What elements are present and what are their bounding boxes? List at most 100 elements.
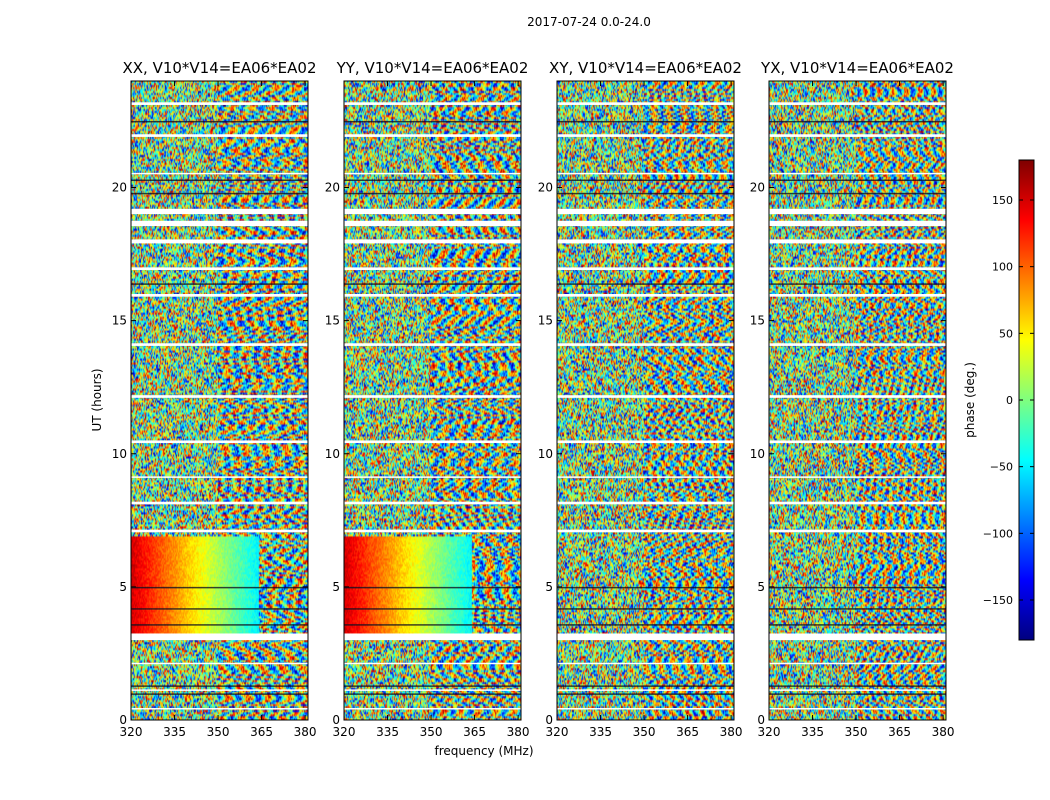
- panel-title: XX, V10*V14=EA06*EA02: [122, 59, 316, 77]
- flagged-band: [769, 172, 946, 175]
- flagged-band: [344, 633, 521, 641]
- y-tick-label: 15: [325, 314, 340, 328]
- y-tick-label: 10: [750, 447, 765, 461]
- plot-frame: [768, 80, 947, 721]
- dark-streak: [769, 179, 946, 182]
- dark-streak: [131, 283, 308, 285]
- dark-streak: [769, 283, 946, 285]
- flagged-band: [769, 267, 946, 271]
- y-tick-label: 20: [112, 181, 127, 195]
- y-tick-label: 20: [750, 181, 765, 195]
- flagged-band: [557, 662, 734, 665]
- flagged-band: [557, 343, 734, 346]
- flagged-band: [344, 294, 521, 297]
- flagged-band: [344, 172, 521, 175]
- y-tick-label: 20: [538, 181, 553, 195]
- x-tick-label: 350: [633, 725, 656, 739]
- panel-title: YX, V10*V14=EA06*EA02: [760, 59, 954, 77]
- dark-streak: [131, 586, 308, 589]
- flagged-band: [557, 395, 734, 398]
- panel-3: YX, V10*V14=EA06*EA02 320 335 350 365 380 0 5 10…: [750, 59, 955, 739]
- dark-streak: [131, 179, 308, 182]
- x-tick-label: 320: [333, 725, 356, 739]
- x-tick-label: 350: [420, 725, 443, 739]
- panel-0: XX, V10*V14=EA06*EA02 320 335 350 365 380 0 5 10…: [112, 59, 317, 739]
- heatmap-image: [557, 81, 734, 720]
- flagged-band: [344, 501, 521, 505]
- colorbar-label: phase (deg.): [963, 362, 977, 438]
- colorbar: 150 100 50 0 −50 −100 −150: [983, 159, 1035, 641]
- flagged-band: [131, 395, 308, 398]
- y-tick-label: 0: [332, 713, 340, 727]
- y-tick-label: 0: [119, 713, 127, 727]
- flagged-band: [557, 208, 734, 215]
- flagged-band: [769, 395, 946, 398]
- flagged-band: [769, 689, 946, 691]
- flagged-band: [344, 134, 521, 137]
- flagged-band: [769, 633, 946, 641]
- y-tick-label: 15: [750, 314, 765, 328]
- x-tick-label: 365: [463, 725, 486, 739]
- dark-streak: [769, 586, 946, 589]
- y-tick-label: 5: [757, 580, 765, 594]
- flagged-band: [131, 662, 308, 665]
- flagged-band: [344, 476, 521, 478]
- dark-streak: [131, 624, 308, 626]
- flagged-band: [769, 102, 946, 105]
- flagged-band: [557, 440, 734, 444]
- flagged-band: [131, 267, 308, 271]
- flagged-band: [131, 134, 308, 137]
- flagged-band: [131, 529, 308, 533]
- dark-streak: [344, 624, 521, 626]
- dark-streak: [557, 192, 734, 195]
- flagged-band: [557, 501, 734, 505]
- heatmap-image: [769, 81, 946, 720]
- flagged-band: [557, 220, 734, 227]
- flagged-band: [557, 689, 734, 691]
- flagged-band: [557, 267, 734, 271]
- colorbar-tick-label: −100: [983, 527, 1013, 540]
- dark-streak: [344, 192, 521, 195]
- colorbar-tick-label: 0: [1006, 394, 1013, 407]
- dark-streak: [344, 586, 521, 589]
- x-tick-label: 350: [207, 725, 230, 739]
- dark-streak: [557, 120, 734, 123]
- y-tick-label: 0: [545, 713, 553, 727]
- flagged-band: [131, 708, 308, 710]
- y-tick-label: 15: [538, 314, 553, 328]
- flagged-band: [557, 134, 734, 137]
- y-tick-label: 10: [112, 447, 127, 461]
- y-tick-label: 5: [332, 580, 340, 594]
- flagged-band: [344, 343, 521, 346]
- flagged-band: [557, 102, 734, 105]
- flagged-band: [769, 440, 946, 444]
- colorbar-tick-label: −50: [990, 461, 1013, 474]
- flagged-band: [769, 208, 946, 215]
- x-tick-label: 350: [845, 725, 868, 739]
- dark-streak: [557, 283, 734, 285]
- flagged-band: [344, 239, 521, 244]
- plot-frame: [556, 80, 735, 721]
- flagged-band: [344, 662, 521, 665]
- flagged-band: [769, 476, 946, 478]
- flagged-band: [131, 476, 308, 478]
- flagged-band: [769, 294, 946, 297]
- heatmap-image: [344, 81, 521, 720]
- dark-streak: [557, 624, 734, 626]
- x-tick-label: 365: [250, 725, 273, 739]
- flagged-band: [131, 343, 308, 346]
- flagged-band: [557, 633, 734, 641]
- panel-2: XY, V10*V14=EA06*EA02 320 335 350 365 380 0 5 10…: [538, 59, 743, 739]
- dark-streak: [344, 608, 521, 610]
- flagged-band: [769, 134, 946, 137]
- flagged-band: [769, 708, 946, 710]
- x-tick-label: 335: [589, 725, 612, 739]
- dark-streak: [557, 608, 734, 610]
- flagged-band: [131, 294, 308, 297]
- dark-streak: [131, 685, 308, 687]
- y-tick-label: 15: [112, 314, 127, 328]
- flagged-band: [557, 708, 734, 710]
- chart-title: 2017-07-24 0.0-24.0: [527, 15, 651, 29]
- colorbar-tick-label: 100: [992, 261, 1013, 274]
- flagged-band: [131, 440, 308, 444]
